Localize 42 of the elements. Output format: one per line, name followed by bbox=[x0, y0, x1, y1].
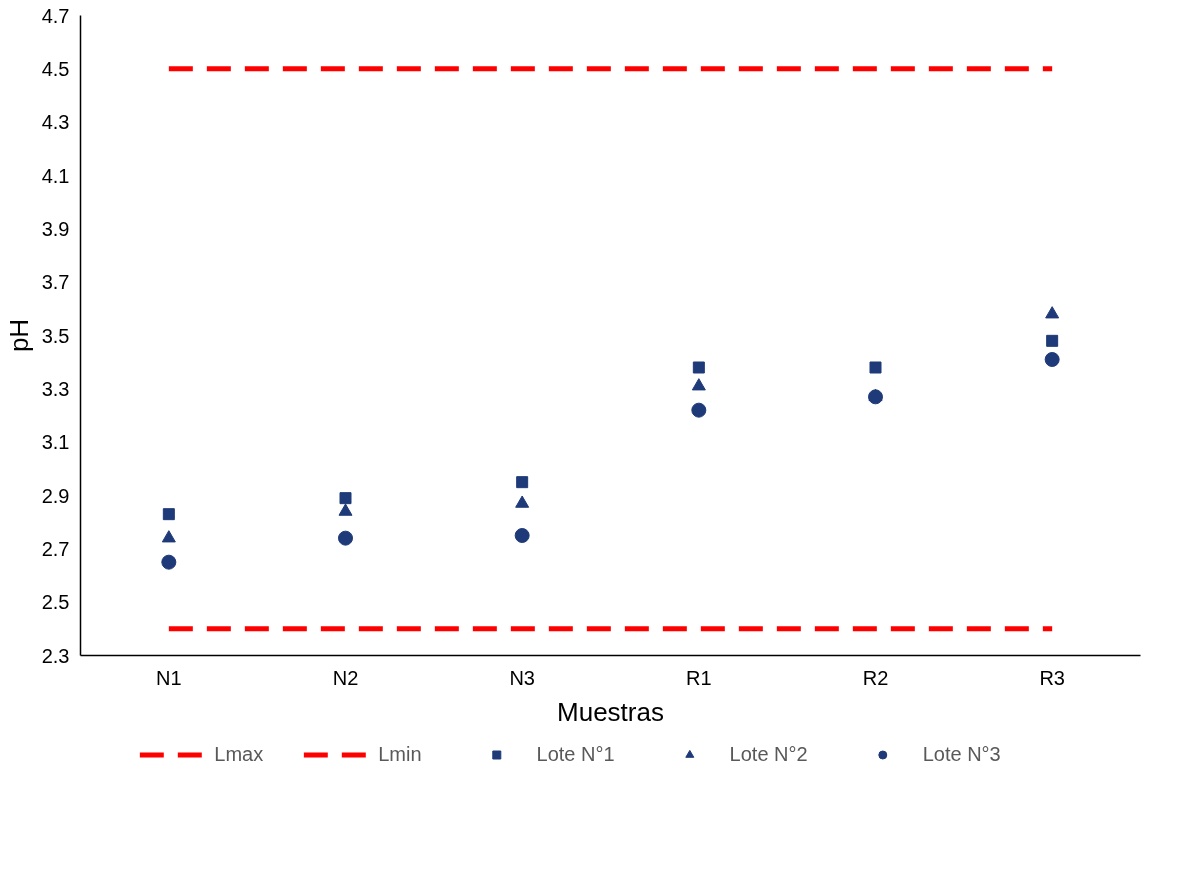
y-tick-label: 3.9 bbox=[41, 217, 70, 240]
y-tick-label: 3.1 bbox=[41, 431, 70, 454]
x-tick-label: N3 bbox=[509, 666, 535, 689]
legend-label: Lote N°2 bbox=[729, 742, 808, 766]
legend-label: Lote N°3 bbox=[922, 742, 1001, 766]
y-tick-label: 4.7 bbox=[41, 4, 70, 27]
legend-label: Lmax bbox=[214, 742, 264, 766]
y-tick-label: 4.5 bbox=[41, 57, 70, 80]
point bbox=[1046, 334, 1059, 347]
point bbox=[691, 378, 706, 391]
point bbox=[161, 530, 176, 543]
point bbox=[161, 554, 177, 570]
y-axis-title: pH bbox=[3, 318, 34, 353]
y-tick-label: 2.7 bbox=[41, 537, 70, 560]
point bbox=[338, 530, 353, 546]
point bbox=[691, 402, 707, 418]
y-tick-label: 3.3 bbox=[41, 377, 70, 400]
point bbox=[516, 476, 529, 489]
x-tick-label: N2 bbox=[332, 666, 359, 689]
x-tick-label: R1 bbox=[686, 666, 712, 689]
y-tick-label: 2.5 bbox=[41, 591, 70, 614]
point bbox=[338, 503, 353, 516]
x-tick-label: N1 bbox=[156, 666, 182, 689]
point bbox=[1045, 306, 1060, 319]
point bbox=[162, 508, 175, 521]
x-axis-title: Muestras bbox=[557, 696, 664, 727]
y-tick-label: 2.9 bbox=[41, 484, 70, 507]
point bbox=[339, 492, 352, 505]
legend-label: Lmin bbox=[378, 742, 422, 766]
y-tick-label: 2.3 bbox=[41, 644, 70, 667]
point bbox=[692, 361, 705, 374]
y-tick-label: 3.5 bbox=[41, 324, 70, 347]
legend-label: Lote N°1 bbox=[536, 742, 615, 766]
x-tick-label: R3 bbox=[1039, 666, 1065, 689]
point bbox=[514, 528, 530, 543]
y-tick-label: 3.7 bbox=[41, 271, 70, 294]
x-tick-label: R2 bbox=[862, 666, 889, 689]
point bbox=[1044, 352, 1060, 367]
y-tick-label: 4.1 bbox=[41, 164, 70, 187]
y-tick-label: 4.3 bbox=[41, 111, 70, 134]
point bbox=[869, 361, 882, 374]
point bbox=[515, 495, 530, 508]
